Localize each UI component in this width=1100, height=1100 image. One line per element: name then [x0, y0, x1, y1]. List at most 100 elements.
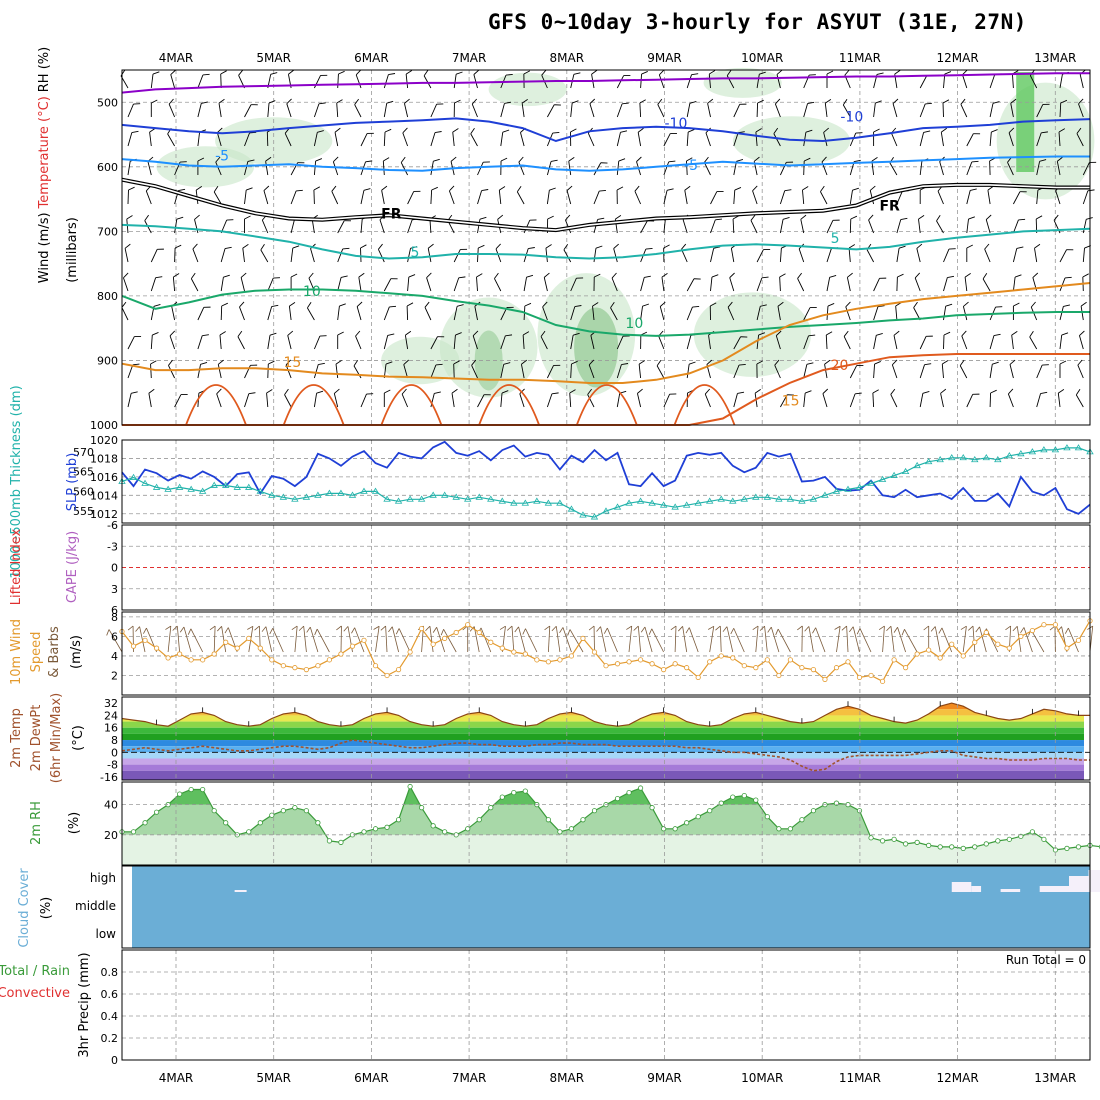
- barb-flag: [779, 273, 786, 278]
- barb-staff: [401, 393, 409, 408]
- barb-staff: [891, 132, 898, 147]
- barb-staff: [989, 132, 992, 147]
- barb-staff: [313, 393, 318, 408]
- barb-staff: [150, 363, 152, 379]
- wind-barb: [592, 302, 599, 321]
- wind-barb: [989, 389, 997, 408]
- wind-barb: [197, 101, 208, 118]
- wind-barb: [1075, 389, 1084, 408]
- wind-barb: [1076, 127, 1084, 147]
- barb-flag: [991, 129, 998, 133]
- barb-flag: [901, 629, 905, 636]
- wind-barb-10m: [179, 626, 192, 653]
- wind-barb: [889, 157, 898, 176]
- date-label-bottom: 7MAR: [452, 1071, 487, 1085]
- barb-flag: [273, 277, 280, 279]
- barb-flag: [456, 304, 464, 307]
- barb-staff: [849, 393, 856, 408]
- barb-flag: [760, 304, 767, 307]
- thickness-marker: [325, 489, 334, 496]
- barb-staff: [943, 306, 947, 321]
- barb-staff: [197, 132, 201, 147]
- barb-staff: [1036, 364, 1043, 379]
- temp-band: [122, 721, 1084, 728]
- barb-flag: [367, 132, 374, 134]
- barb-staff: [519, 393, 525, 408]
- barb-flag: [692, 306, 700, 308]
- contour-label: 10: [625, 316, 643, 332]
- y-tick-label: 0.4: [101, 1010, 119, 1023]
- barb-flag: [254, 625, 260, 631]
- rh-band: [122, 834, 1090, 865]
- barb-flag: [1039, 159, 1047, 162]
- wind-barb-10m: [752, 625, 759, 653]
- barb-flag: [406, 302, 414, 307]
- wind-barb: [1036, 131, 1048, 147]
- barb-staff: [290, 248, 294, 263]
- barb-staff: [1059, 306, 1064, 321]
- barb-flag: [926, 335, 933, 337]
- wind-barb: [453, 276, 466, 292]
- barb-staff: [240, 277, 245, 292]
- barb-staff: [127, 161, 131, 176]
- cloud-high-bar: [1039, 886, 1069, 892]
- barb-flag: [423, 69, 429, 77]
- wind-barb: [405, 70, 413, 89]
- barb-flag: [945, 303, 953, 307]
- wind-barb-10m: [269, 628, 284, 653]
- barb-staff: [473, 74, 478, 89]
- barb-flag: [587, 388, 592, 395]
- svg-text:(%): (%): [67, 812, 82, 835]
- barb-flag: [805, 390, 812, 394]
- wind-barb: [803, 307, 817, 321]
- thickness-marker: [959, 454, 967, 461]
- rh-marker: [799, 817, 805, 823]
- wind-barb: [966, 160, 979, 176]
- barb-flag: [269, 332, 277, 336]
- barb-flag: [478, 244, 485, 249]
- barb-staff: [848, 248, 851, 263]
- barb-staff: [989, 103, 994, 118]
- barb-staff: [569, 393, 572, 408]
- barb-staff: [265, 626, 273, 653]
- wind-speed-marker: [661, 667, 667, 673]
- thickness-marker: [464, 495, 472, 502]
- wind-barb: [402, 127, 409, 147]
- barb-staff: [989, 364, 993, 379]
- y-tick-label: high: [90, 871, 116, 885]
- wind-barb: [523, 274, 534, 292]
- barb-flag: [843, 330, 849, 337]
- barb-flag: [1078, 98, 1084, 105]
- barb-staff: [542, 306, 548, 321]
- y-tick-label: 0.8: [101, 966, 119, 979]
- barb-staff: [430, 393, 435, 408]
- barb-staff: [663, 133, 671, 147]
- wind-barb: [477, 244, 485, 263]
- wind-speed-marker: [430, 641, 436, 647]
- barb-staff: [215, 161, 222, 176]
- barb-flag: [897, 273, 904, 278]
- barb-staff: [719, 626, 722, 653]
- wind-barb: [1013, 191, 1027, 205]
- wind-barb: [708, 70, 716, 89]
- wind-barb: [989, 333, 1001, 350]
- wind-barb: [636, 156, 642, 176]
- wind-barb: [756, 332, 766, 350]
- barb-staff: [518, 626, 526, 653]
- barb-staff: [1082, 219, 1087, 234]
- thickness-marker: [348, 491, 357, 498]
- barb-flag: [405, 70, 413, 75]
- wind-barb: [244, 131, 257, 147]
- barb-flag: [516, 185, 522, 193]
- barb-flag: [410, 246, 418, 249]
- barb-flag: [805, 129, 813, 133]
- thickness-marker: [175, 483, 184, 490]
- barb-staff: [172, 277, 176, 292]
- wind-barb: [452, 128, 459, 147]
- precip-frame: [121, 949, 1091, 1061]
- barb-flag: [645, 248, 653, 250]
- thickness-marker: [487, 495, 495, 502]
- barb-flag: [715, 218, 723, 221]
- barb-flag: [547, 215, 554, 220]
- wind-barb: [217, 359, 224, 379]
